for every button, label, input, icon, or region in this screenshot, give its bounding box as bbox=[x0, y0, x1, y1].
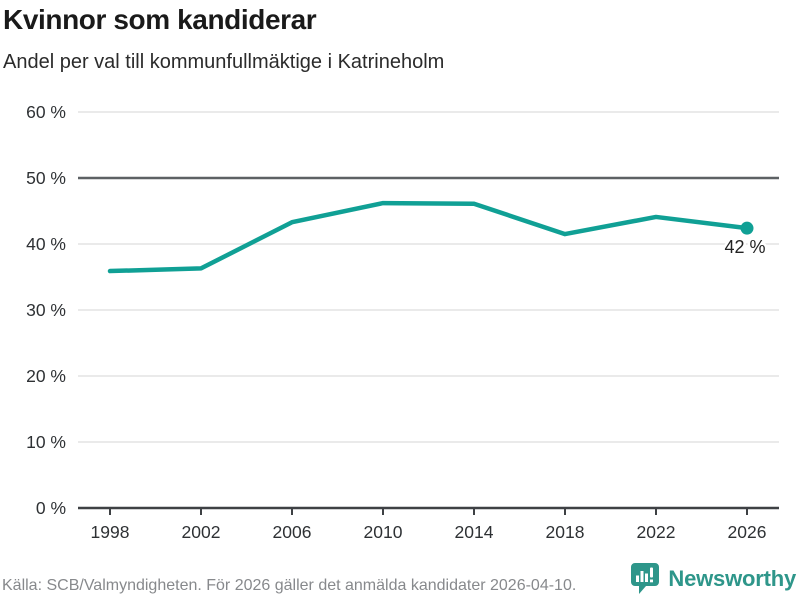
newsworthy-logo-icon bbox=[631, 563, 660, 594]
logo-exclamation-bar bbox=[650, 567, 654, 578]
logo-bar-2 bbox=[640, 571, 644, 582]
page-subtitle: Andel per val till kommunfullmäktige i K… bbox=[3, 51, 445, 74]
y-tick-label: 40 % bbox=[26, 234, 66, 254]
data-line bbox=[107, 200, 750, 274]
logo-exclamation-dot bbox=[650, 579, 654, 583]
x-tick-label: 2014 bbox=[455, 522, 494, 542]
chart-header: Kvinnor som kandiderar Andel per val til… bbox=[3, 4, 444, 74]
logo-bar-1 bbox=[636, 575, 640, 582]
x-tick-label: 1998 bbox=[91, 522, 130, 542]
logo-bar-3 bbox=[645, 573, 649, 582]
brand-name: Newsworthy bbox=[668, 565, 796, 591]
source-text: Källa: SCB/Valmyndigheten. För 2026 gäll… bbox=[2, 577, 577, 594]
x-tick-label: 2022 bbox=[637, 522, 676, 542]
page-title: Kvinnor som kandiderar bbox=[3, 4, 317, 35]
y-tick-label: 20 % bbox=[26, 366, 66, 386]
x-tick-label: 2026 bbox=[728, 522, 767, 542]
y-tick-label: 30 % bbox=[26, 300, 66, 320]
x-tick-label: 2002 bbox=[182, 522, 221, 542]
y-tick-label: 0 % bbox=[36, 498, 66, 518]
y-tick-label: 60 % bbox=[26, 102, 66, 122]
x-tick-label: 2010 bbox=[364, 522, 403, 542]
brand: Newsworthy bbox=[630, 562, 796, 595]
last-point-marker bbox=[740, 221, 754, 235]
last-point-label: 42 % bbox=[724, 237, 765, 257]
y-tick-label: 50 % bbox=[26, 168, 66, 188]
x-tick-label: 2006 bbox=[273, 522, 312, 542]
x-tick-label: 2018 bbox=[546, 522, 585, 542]
y-tick-label: 10 % bbox=[26, 432, 66, 452]
